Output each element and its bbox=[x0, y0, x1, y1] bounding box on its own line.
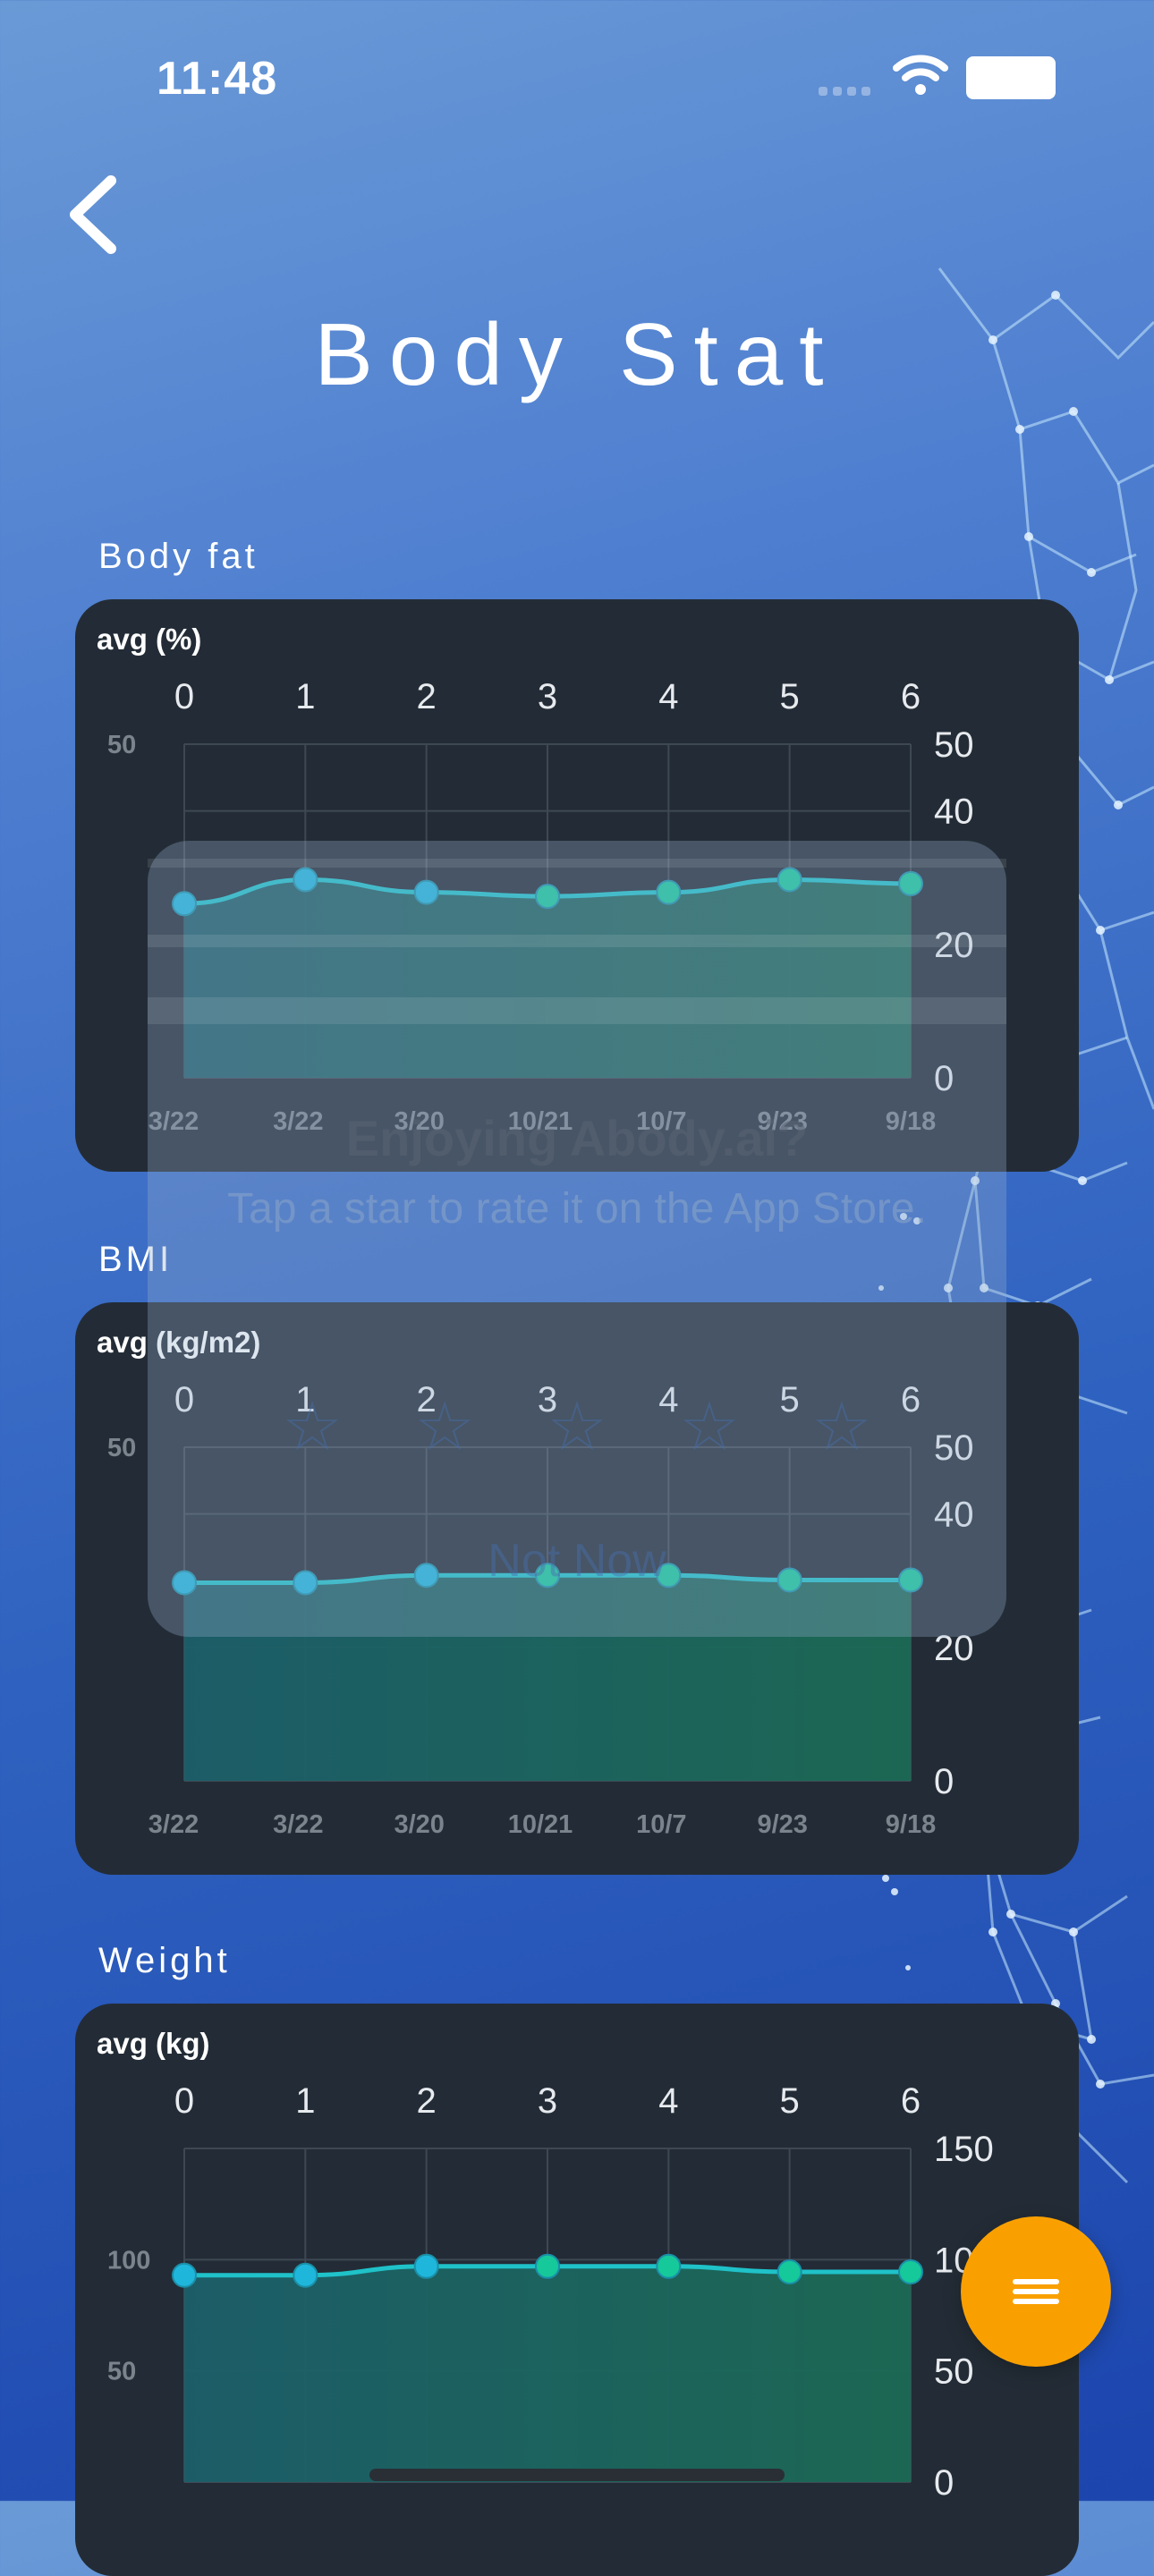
series-area bbox=[184, 879, 911, 1078]
bmi-chart-card[interactable]: avg (kg/m2) 0 1 2 3 4 5 6 0 20 40 50 50 3/22 3/22 3/20… bbox=[75, 1302, 1079, 1875]
x-top-tick-label: 6 bbox=[901, 2081, 921, 2121]
home-indicator bbox=[369, 2469, 785, 2481]
x-bottom-date-label: 10/7 bbox=[636, 1107, 686, 1136]
section-label-bmi: BMI bbox=[98, 1240, 174, 1279]
data-point bbox=[656, 2253, 682, 2279]
x-top-tick-label: 0 bbox=[174, 2081, 194, 2121]
chevron-left-icon bbox=[70, 175, 116, 254]
battery-icon bbox=[966, 56, 1056, 99]
x-top-tick-label: 3 bbox=[538, 2081, 557, 2121]
x-bottom-date-label: 9/23 bbox=[757, 1810, 807, 1839]
y-right-tick-label: 20 bbox=[934, 926, 974, 965]
data-point bbox=[898, 2259, 923, 2285]
y-right-tick-label: 150 bbox=[934, 2130, 994, 2169]
y-left-tick-label: 50 bbox=[107, 731, 136, 759]
y-right-tick-label: 40 bbox=[934, 1496, 974, 1535]
x-top-tick-label: 2 bbox=[417, 2081, 437, 2121]
y-right-tick-label: 20 bbox=[934, 1629, 974, 1668]
y-right-tick-label: 50 bbox=[934, 1428, 974, 1468]
x-bottom-date-label: 3/22 bbox=[273, 1107, 323, 1136]
data-point bbox=[535, 884, 560, 910]
back-button[interactable] bbox=[59, 170, 131, 259]
data-point bbox=[776, 1567, 802, 1593]
x-top-tick-label: 4 bbox=[658, 1380, 678, 1419]
series-area bbox=[184, 2266, 911, 2482]
data-point bbox=[535, 2253, 560, 2279]
x-top-tick-label: 5 bbox=[780, 677, 800, 716]
y-right-tick-label: 50 bbox=[934, 2352, 974, 2392]
chart-unit: avg (%) bbox=[97, 623, 202, 656]
data-point bbox=[656, 1563, 682, 1589]
x-top-tick-label: 4 bbox=[658, 677, 678, 716]
x-bottom-date-label: 3/22 bbox=[148, 1810, 199, 1839]
x-top-tick-label: 0 bbox=[174, 677, 194, 716]
y-right-tick-label: 0 bbox=[934, 1762, 954, 1801]
section-label-body-fat: Body fat bbox=[98, 537, 259, 576]
data-point bbox=[898, 870, 923, 896]
x-top-tick-label: 2 bbox=[417, 1380, 437, 1419]
x-bottom-date-label: 10/21 bbox=[508, 1107, 573, 1136]
weight-chart-card[interactable]: avg (kg) 0 1 2 3 4 5 6 0 50 100 150 50 100 bbox=[75, 2004, 1079, 2576]
y-right-tick-label: 0 bbox=[934, 2463, 954, 2503]
x-bottom-date-label: 9/18 bbox=[886, 1810, 936, 1839]
x-bottom-date-label: 9/18 bbox=[886, 1107, 936, 1136]
wifi-icon bbox=[893, 55, 948, 95]
x-top-tick-label: 2 bbox=[417, 677, 437, 716]
data-point bbox=[172, 891, 197, 917]
x-top-tick-label: 6 bbox=[901, 1380, 921, 1419]
data-point bbox=[293, 2262, 318, 2288]
data-point bbox=[898, 1567, 923, 1593]
x-top-tick-label: 4 bbox=[658, 2081, 678, 2121]
x-bottom-date-label: 10/21 bbox=[508, 1810, 573, 1839]
chart-unit: avg (kg/m2) bbox=[97, 1326, 261, 1359]
y-right-tick-label: 40 bbox=[934, 792, 974, 832]
data-point bbox=[172, 2262, 197, 2288]
status-bar: 11:48 bbox=[0, 0, 1154, 152]
x-top-tick-label: 3 bbox=[538, 1380, 557, 1419]
menu-button[interactable] bbox=[961, 2216, 1111, 2367]
x-bottom-date-label: 9/23 bbox=[757, 1107, 807, 1136]
chart-unit: avg (kg) bbox=[97, 2027, 210, 2060]
x-top-tick-label: 1 bbox=[295, 2081, 315, 2121]
y-left-tick-label: 100 bbox=[107, 2246, 150, 2275]
x-bottom-date-label: 3/22 bbox=[148, 1107, 199, 1136]
cellular-signal-icon bbox=[819, 84, 878, 97]
data-point bbox=[293, 1570, 318, 1596]
data-point bbox=[413, 879, 439, 905]
data-point bbox=[413, 1563, 439, 1589]
data-point bbox=[413, 2253, 439, 2279]
data-point bbox=[776, 2259, 802, 2285]
x-top-tick-label: 1 bbox=[295, 677, 315, 716]
y-left-tick-label: 50 bbox=[107, 1434, 136, 1462]
series-area bbox=[184, 1575, 911, 1781]
body-fat-chart: 0 1 2 3 4 5 6 0 20 40 50 50 3/22 3/22 3/20 10/21 10/7 9/2… bbox=[107, 677, 974, 1136]
y-right-tick-label: 0 bbox=[934, 1059, 954, 1098]
x-bottom-date-label: 3/20 bbox=[394, 1107, 444, 1136]
x-top-tick-label: 6 bbox=[901, 677, 921, 716]
x-top-tick-label: 3 bbox=[538, 677, 557, 716]
y-left-tick-label: 50 bbox=[107, 2358, 136, 2386]
data-point bbox=[293, 867, 318, 893]
section-label-weight: Weight bbox=[98, 1941, 231, 1980]
x-bottom-date-label: 3/22 bbox=[273, 1810, 323, 1839]
x-top-tick-label: 5 bbox=[780, 1380, 800, 1419]
page-title: Body Stat bbox=[314, 305, 840, 403]
bmi-chart: 0 1 2 3 4 5 6 0 20 40 50 50 3/22 3/22 3/20 10/21 10/7 9/2… bbox=[107, 1380, 974, 1839]
y-right-tick-label: 50 bbox=[934, 725, 974, 765]
body-fat-chart-card[interactable]: avg (%) 0 1 2 3 4 5 6 0 20 40 50 50 3/22 3/22 3/20 10/2… bbox=[75, 599, 1079, 1172]
data-point bbox=[776, 867, 802, 893]
x-bottom-date-label: 10/7 bbox=[636, 1810, 686, 1839]
data-point bbox=[172, 1570, 197, 1596]
data-point bbox=[535, 1563, 560, 1589]
x-bottom-date-label: 3/20 bbox=[394, 1810, 444, 1839]
x-top-tick-label: 1 bbox=[295, 1380, 315, 1419]
status-time: 11:48 bbox=[157, 53, 278, 105]
x-top-tick-label: 5 bbox=[780, 2081, 800, 2121]
data-point bbox=[656, 879, 682, 905]
x-top-tick-label: 0 bbox=[174, 1380, 194, 1419]
